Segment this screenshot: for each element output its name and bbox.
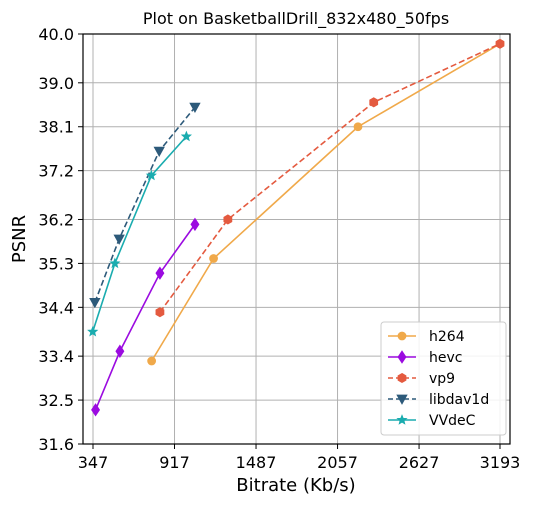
chart-title: Plot on BasketballDrill_832x480_50fps	[143, 9, 449, 29]
data-point-h264	[354, 123, 362, 131]
legend-label: libdav1d	[429, 392, 489, 408]
y-tick-label: 32.5	[38, 391, 74, 410]
series-libdav1d	[90, 103, 200, 307]
data-point-vp9	[496, 39, 504, 48]
y-axis-label: PSNR	[9, 215, 30, 263]
legend-marker-vp9	[398, 373, 406, 382]
data-point-vp9	[156, 308, 164, 317]
data-point-libdav1d	[154, 147, 164, 156]
legend-label: hevc	[429, 350, 462, 366]
x-tick-label: 1487	[236, 453, 277, 472]
series-line-libdav1d	[95, 107, 195, 302]
series-line-VVdeC	[93, 137, 187, 332]
series-hevc	[92, 218, 199, 415]
y-tick-label: 37.2	[38, 162, 74, 181]
y-tick-label: 36.2	[38, 210, 74, 229]
data-point-h264	[210, 255, 218, 263]
y-tick-label: 39.0	[38, 74, 74, 93]
x-tick-label: 3193	[480, 453, 521, 472]
series-line-vp9	[160, 44, 500, 312]
series-line-hevc	[96, 224, 195, 409]
x-axis-label: Bitrate (Kb/s)	[236, 475, 355, 496]
data-point-vp9	[224, 215, 232, 224]
legend-label: VVdeC	[429, 413, 476, 429]
data-point-vp9	[370, 98, 378, 107]
x-tick-label: 917	[159, 453, 190, 472]
data-point-h264	[148, 357, 156, 365]
legend-label: h264	[429, 329, 465, 345]
legend-label: vp9	[429, 371, 455, 387]
data-point-libdav1d	[90, 298, 100, 307]
y-tick-label: 38.1	[38, 118, 74, 137]
series-VVdeC	[88, 132, 191, 336]
x-tick-label: 2627	[399, 453, 440, 472]
series-line-h264	[152, 44, 500, 361]
y-tick-label: 34.4	[38, 298, 74, 317]
y-tick-label: 35.3	[38, 254, 74, 273]
series-vp9	[156, 39, 504, 317]
y-tick-label: 33.4	[38, 347, 74, 366]
y-tick-label: 31.6	[38, 435, 74, 454]
x-tick-label: 2057	[317, 453, 358, 472]
legend: h264 hevc vp9 libdav1d VVdeC	[381, 322, 506, 435]
y-tick-label: 40.0	[38, 25, 74, 44]
x-tick-label: 347	[78, 453, 109, 472]
legend-marker-h264	[398, 332, 406, 340]
series-h264	[148, 40, 504, 365]
